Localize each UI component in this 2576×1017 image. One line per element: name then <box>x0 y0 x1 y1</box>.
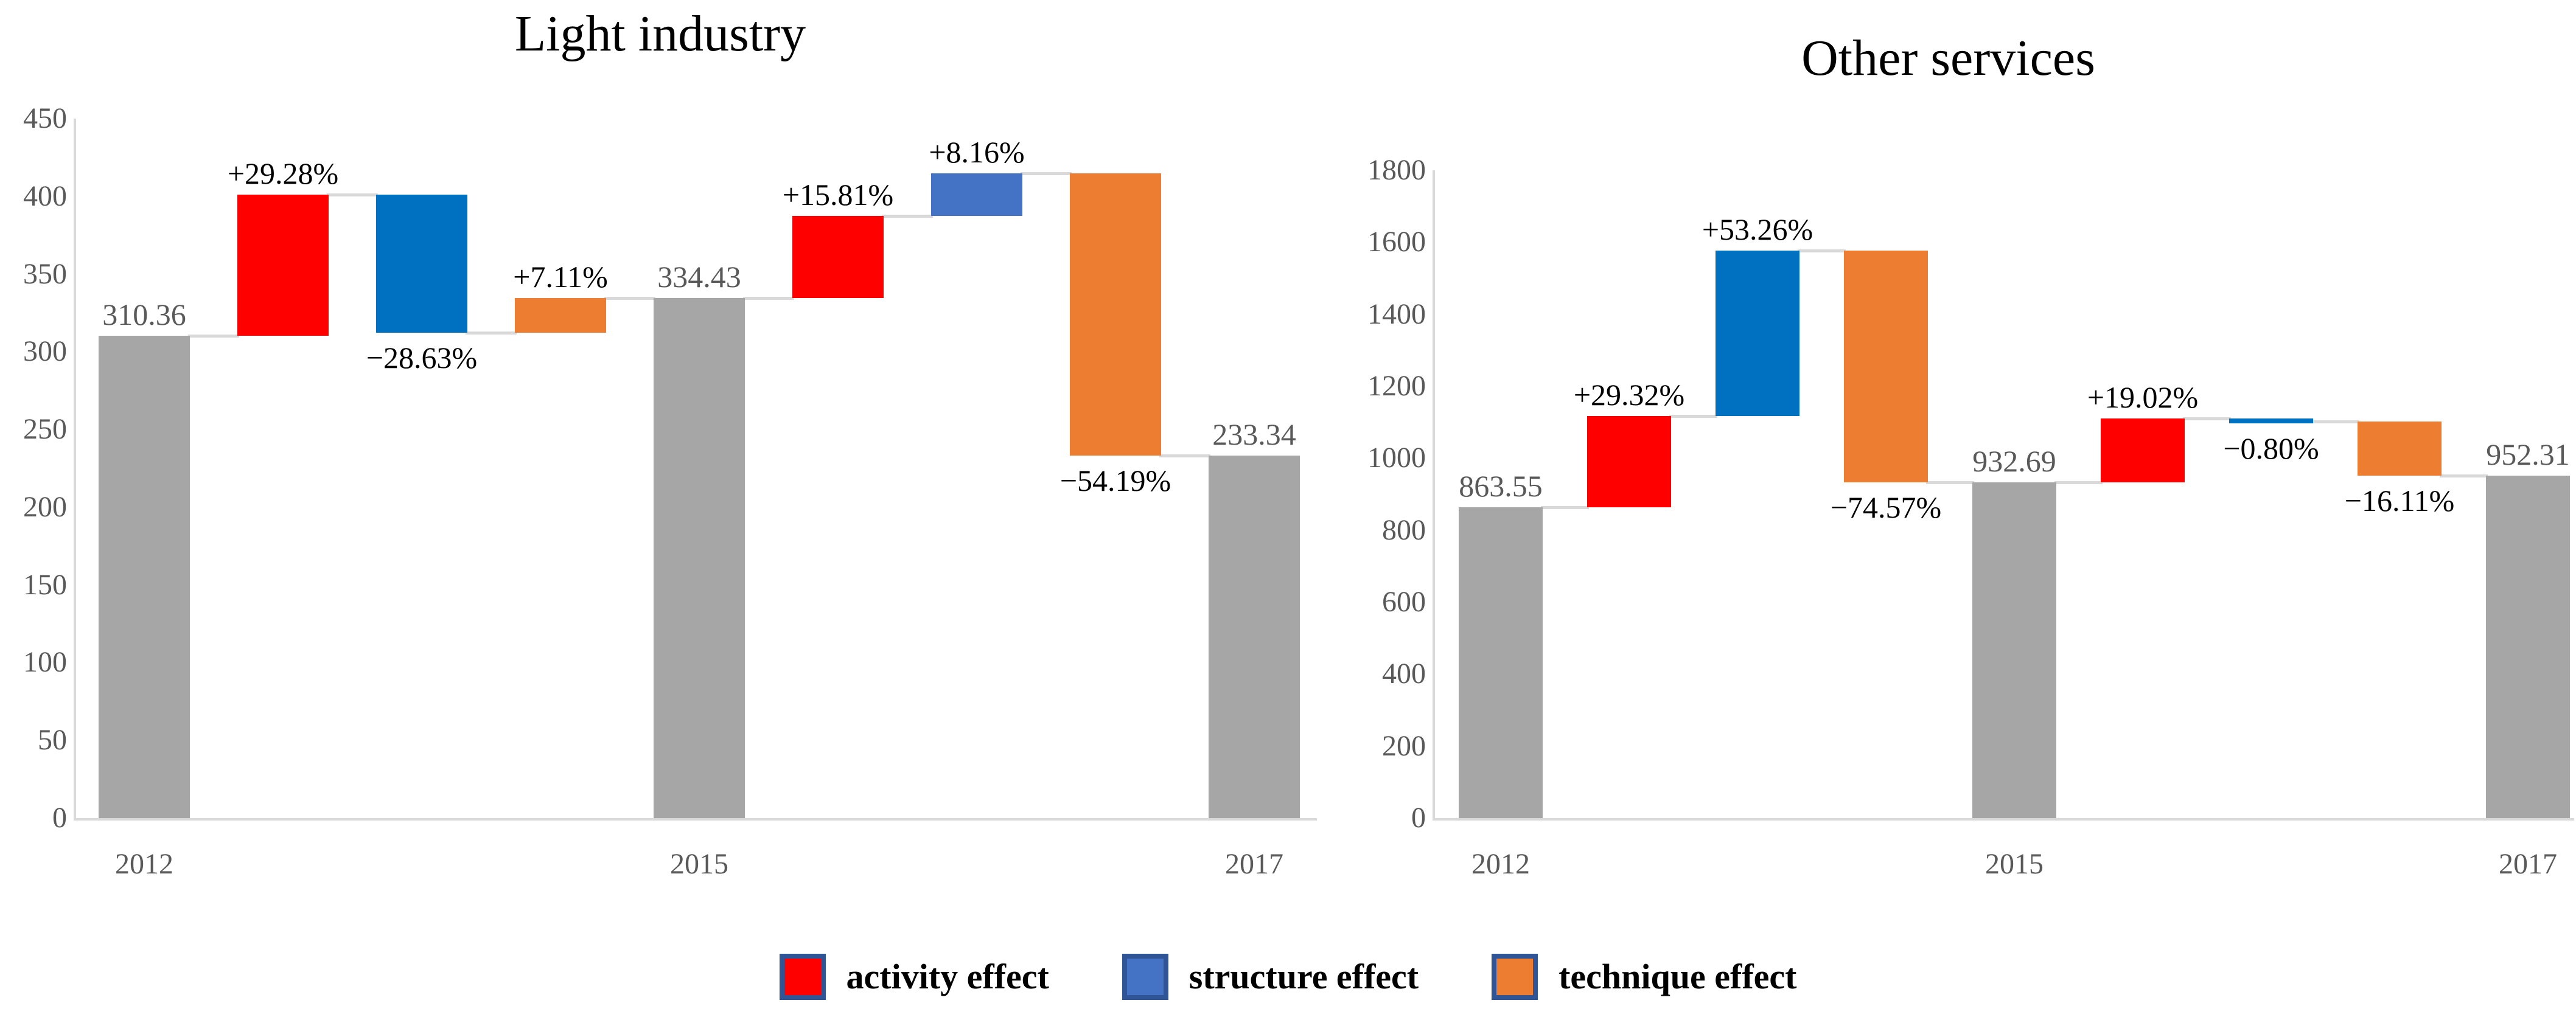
activity-effect-bar <box>1587 416 1671 508</box>
bar-percent-label: −16.11% <box>2344 483 2455 518</box>
y-axis-tick-label: 350 <box>23 257 67 290</box>
legend-label-activity-effect: activity effect <box>846 957 1049 996</box>
x-axis-line <box>1433 818 2574 821</box>
y-axis-tick-label: 1000 <box>1367 442 1426 474</box>
legend-label-structure-effect: structure effect <box>1189 957 1419 996</box>
technique-effect-bar <box>1844 251 1928 483</box>
structure-effect-swatch <box>1122 954 1168 1000</box>
x-axis-tick-label: 2017 <box>2499 848 2557 880</box>
technique-effect-bar <box>515 298 606 333</box>
structure-effect-bar <box>931 173 1022 217</box>
bar-percent-label: −74.57% <box>1830 490 1942 525</box>
waterfall-connector-line <box>188 334 239 338</box>
y-axis-tick-label: 400 <box>23 179 67 212</box>
bar-percent-label: −28.63% <box>366 340 478 375</box>
y-axis-tick-label: 0 <box>1411 802 1426 834</box>
technique-effect-swatch <box>1492 954 1538 1000</box>
y-axis-tick-label: 450 <box>23 102 67 134</box>
structure-effect-bar <box>1716 251 1799 417</box>
x-axis-tick-label: 2015 <box>1985 848 2044 880</box>
waterfall-connector-line <box>1669 415 1717 418</box>
year-total-bar <box>1459 507 1543 818</box>
year-total-bar <box>1972 482 2056 818</box>
waterfall-connector-line <box>466 331 517 335</box>
y-axis-tick-label: 200 <box>1382 729 1426 762</box>
bar-value-label: 863.55 <box>1459 469 1543 504</box>
bar-percent-label: +19.02% <box>2087 380 2199 415</box>
bar-value-label: 952.31 <box>2486 437 2570 471</box>
waterfall-connector-line <box>1021 172 1072 176</box>
plot-area: 863.55 +29.32% +53.26% −74.57% 932.69 +19.02%… <box>1433 170 2574 821</box>
structure-effect-bar <box>2229 418 2313 424</box>
y-axis-tick-label: 1800 <box>1367 154 1426 186</box>
waterfall-connector-line <box>327 193 378 196</box>
bar-percent-label: +29.32% <box>1573 378 1685 412</box>
chart-legend: activity effect structure effect techniq… <box>0 954 2576 1000</box>
y-axis-line <box>74 119 76 819</box>
bar-value-label: 334.43 <box>657 260 741 294</box>
bar-value-label: 310.36 <box>102 297 186 331</box>
waterfall-connector-line <box>2054 481 2103 485</box>
structure-effect-bar <box>376 194 467 333</box>
bar-percent-label: +53.26% <box>1702 212 1813 247</box>
y-axis-tick-label: 1400 <box>1367 297 1426 330</box>
technique-effect-bar <box>2358 421 2442 476</box>
y-axis-tick-label: 50 <box>38 724 67 757</box>
y-axis-tick-label: 1600 <box>1367 226 1426 259</box>
x-axis-tick-label: 2012 <box>115 848 173 880</box>
bar-percent-label: +15.81% <box>782 178 894 212</box>
plot-area: 310.36 +29.28% −28.63% +7.11% 334.43 +15.81% +… <box>74 119 1317 821</box>
technique-effect-bar <box>1070 173 1161 456</box>
y-axis-tick-label: 100 <box>23 646 67 679</box>
chart-light-industry: Light industry 310.36 +29.28% −28.63% +7.11… <box>0 0 1321 940</box>
y-axis-tick-label: 400 <box>1382 658 1426 690</box>
y-axis-tick-label: 600 <box>1382 586 1426 618</box>
y-axis-tick-label: 250 <box>23 413 67 446</box>
waterfall-connector-line <box>2183 417 2231 421</box>
chart-other-services: Other services 863.55 +29.32% +53.26% −74.5… <box>1321 0 2576 940</box>
y-axis-tick-label: 150 <box>23 568 67 601</box>
y-axis-tick-label: 300 <box>23 335 67 368</box>
waterfall-connector-line <box>1798 249 1846 253</box>
bar-value-label: 233.34 <box>1212 417 1296 451</box>
year-total-bar <box>2486 475 2570 818</box>
waterfall-connector-line <box>1541 506 1589 510</box>
x-axis-tick-label: 2012 <box>1471 848 1530 880</box>
waterfall-connector-line <box>604 297 655 300</box>
bar-percent-label: +7.11% <box>513 260 608 294</box>
bar-percent-label: −54.19% <box>1059 463 1171 498</box>
legend-item-structure-effect: structure effect <box>1122 954 1419 1000</box>
year-total-bar <box>99 335 190 818</box>
waterfall-connector-line <box>2311 420 2359 423</box>
y-axis-tick-label: 0 <box>52 802 67 834</box>
x-axis-line <box>74 818 1317 821</box>
y-axis-tick-label: 1200 <box>1367 370 1426 402</box>
y-axis-line <box>1433 170 1435 819</box>
year-total-bar <box>654 298 745 818</box>
x-axis-tick-label: 2015 <box>670 848 728 880</box>
bar-percent-label: +29.28% <box>227 156 339 190</box>
x-axis-tick-label: 2017 <box>1225 848 1283 880</box>
waterfall-connector-line <box>743 297 794 300</box>
chart-title: Light industry <box>514 5 806 62</box>
year-total-bar <box>1209 455 1300 818</box>
waterfall-connector-line <box>882 215 933 218</box>
y-axis-tick-label: 800 <box>1382 513 1426 546</box>
waterfall-connector-line <box>2440 474 2488 477</box>
legend-item-technique-effect: technique effect <box>1492 954 1796 1000</box>
chart-title: Other services <box>1801 30 2095 86</box>
activity-effect-bar <box>2101 418 2185 483</box>
bar-percent-label: +8.16% <box>929 135 1025 170</box>
waterfall-connector-line <box>1159 454 1210 457</box>
waterfall-connector-line <box>1926 481 1974 485</box>
y-axis-tick-label: 200 <box>23 490 67 523</box>
legend-item-activity-effect: activity effect <box>779 954 1049 1000</box>
bar-percent-label: −0.80% <box>2223 431 2319 466</box>
activity-effect-bar <box>237 194 329 336</box>
activity-effect-bar <box>792 216 884 299</box>
legend-label-technique-effect: technique effect <box>1559 957 1797 996</box>
activity-effect-swatch <box>779 954 826 1000</box>
bar-value-label: 932.69 <box>1972 444 2056 479</box>
